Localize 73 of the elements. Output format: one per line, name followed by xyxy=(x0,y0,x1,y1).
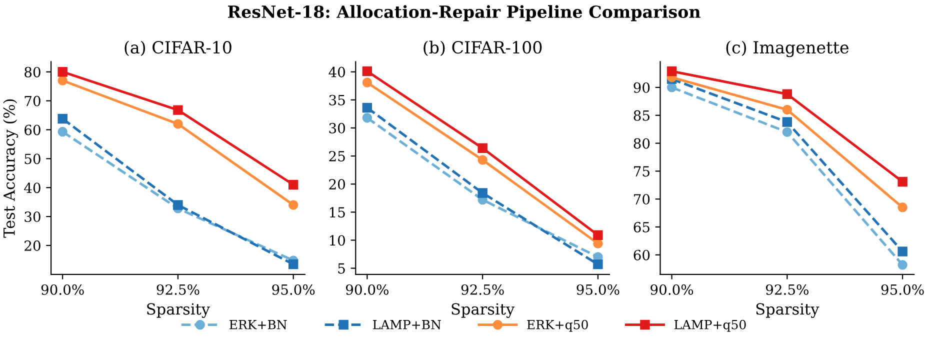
point xyxy=(593,230,603,240)
point xyxy=(666,82,677,92)
y-tick-label: 80 xyxy=(634,138,650,149)
y-tick-label: 90 xyxy=(634,82,650,93)
y-tick-label: 10 xyxy=(330,235,345,246)
y-tick-label: 25 xyxy=(329,150,345,162)
x-tick-label: 92.5% xyxy=(766,284,808,295)
y-tick-label: 70 xyxy=(24,96,40,106)
x-axis-title: Sparsity xyxy=(756,303,820,318)
legend-label: ERK+BN xyxy=(230,320,287,330)
x-tick-label: 92.5% xyxy=(461,284,504,295)
legend-label: LAMP+BN xyxy=(373,320,441,330)
y-tick-label: 50 xyxy=(24,154,40,164)
point xyxy=(593,259,603,270)
y-tick-label: 35 xyxy=(329,94,345,106)
y-tick-label: 70 xyxy=(634,194,650,205)
y-tick-label: 15 xyxy=(330,207,345,218)
legend-label: LAMP+q50 xyxy=(674,320,746,332)
y-axis-title: Test Accuracy (%) xyxy=(3,99,18,238)
point xyxy=(898,260,908,270)
chart-title: (a) CIFAR-10 xyxy=(124,40,232,56)
y-tick-label: 75 xyxy=(634,166,650,177)
x-axis-title: Sparsity xyxy=(147,303,210,318)
point xyxy=(288,180,298,190)
x-axis-title: Sparsity xyxy=(452,303,515,318)
point xyxy=(782,127,792,137)
y-tick-label: 80 xyxy=(24,66,40,78)
point xyxy=(478,143,488,154)
x-tick-label: 90.0% xyxy=(650,284,694,295)
y-tick-label: 30 xyxy=(329,122,345,134)
point xyxy=(666,66,677,76)
y-tick-label: 60 xyxy=(24,124,40,136)
x-tick-label: 95.0% xyxy=(272,284,315,295)
x-tick-label: 95.0% xyxy=(576,284,620,295)
y-tick-label: 30 xyxy=(24,212,40,222)
point xyxy=(58,114,68,124)
point xyxy=(173,119,183,129)
point xyxy=(362,112,372,123)
point xyxy=(782,104,792,115)
point xyxy=(782,117,792,127)
point xyxy=(362,78,372,88)
point xyxy=(478,188,488,198)
point xyxy=(362,102,372,113)
point xyxy=(593,238,603,248)
x-tick-label: 92.5% xyxy=(156,284,200,295)
y-tick-label: 40 xyxy=(328,66,345,78)
point xyxy=(58,67,68,77)
x-tick-label: 95.0% xyxy=(881,284,924,295)
y-tick-label: 20 xyxy=(24,240,40,251)
y-tick-label: 20 xyxy=(329,179,345,190)
legend-label: ERK+q50 xyxy=(527,320,588,332)
y-tick-label: 40 xyxy=(24,182,40,194)
point xyxy=(58,126,68,137)
y-tick-label: 5 xyxy=(338,263,345,274)
y-tick-label: 65 xyxy=(634,222,650,232)
point xyxy=(173,200,183,210)
point xyxy=(288,200,298,210)
chart-title: (c) Imagenette xyxy=(726,40,849,58)
point xyxy=(478,155,488,165)
point xyxy=(362,66,372,76)
point xyxy=(898,176,908,187)
text: ResNet-18: Allocation-Repair Pipeline Comparison xyxy=(228,5,700,22)
point xyxy=(58,76,68,86)
y-tick-label: 60 xyxy=(634,250,650,260)
point xyxy=(173,105,183,115)
x-tick-label: 90.0% xyxy=(41,284,84,295)
point xyxy=(782,89,792,99)
y-tick-label: 85 xyxy=(634,110,650,121)
point xyxy=(898,202,908,212)
point xyxy=(898,246,908,256)
x-tick-label: 90.0% xyxy=(346,284,388,295)
chart-title: (b) CIFAR-100 xyxy=(424,40,542,56)
point xyxy=(288,259,298,270)
